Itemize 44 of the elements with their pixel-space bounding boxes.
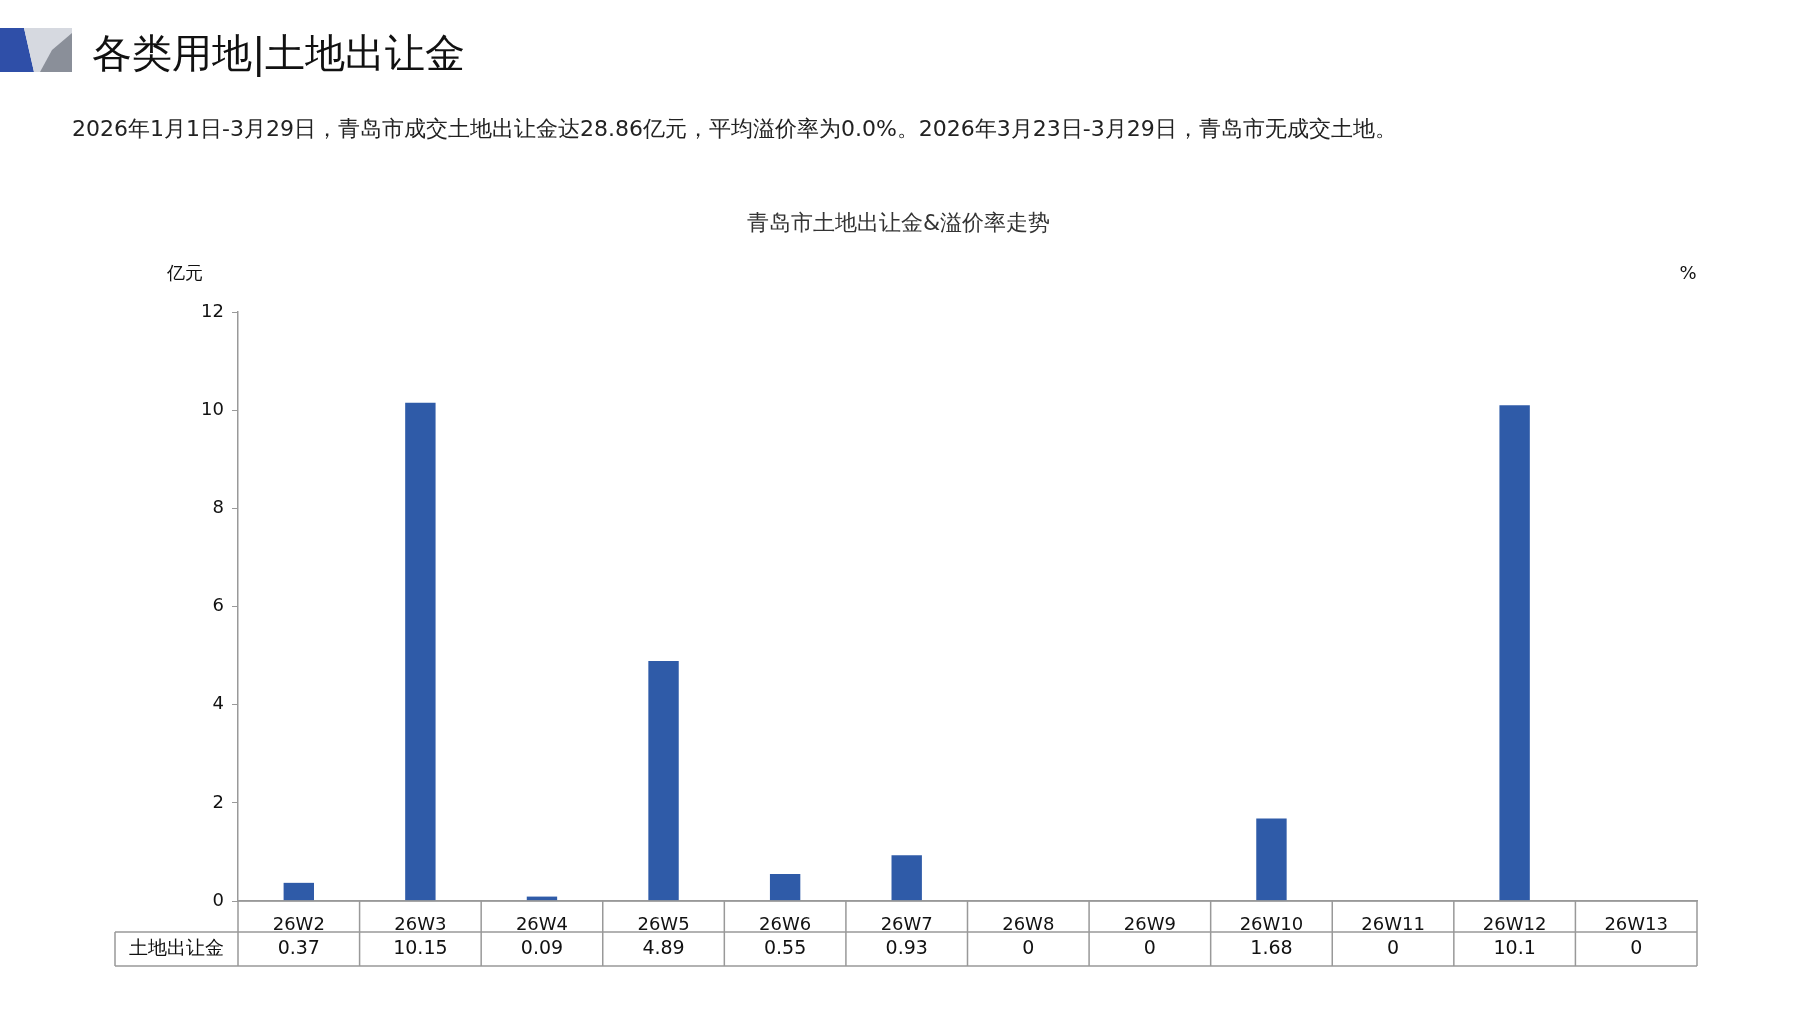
y-tick-label: 4 bbox=[212, 692, 224, 714]
y-tick-label: 6 bbox=[212, 594, 224, 616]
bar bbox=[648, 660, 679, 901]
y-tick-label: 10 bbox=[201, 397, 224, 419]
data-label: 0 bbox=[1022, 935, 1035, 958]
data-label: 0 bbox=[1630, 935, 1643, 958]
y-axis-title: 亿元 bbox=[166, 261, 203, 283]
x-tick-label: 26W13 bbox=[1604, 913, 1669, 935]
y2-axis-title: % bbox=[1679, 261, 1697, 283]
data-label: 0.55 bbox=[763, 935, 807, 958]
data-label: 1.68 bbox=[1250, 935, 1293, 958]
y-tick-label: 8 bbox=[212, 496, 224, 518]
data-label: 10.15 bbox=[393, 935, 448, 958]
y-tick-label: 2 bbox=[212, 790, 224, 812]
text: 土地出让金 bbox=[129, 935, 224, 958]
data-label: 10.1 bbox=[1493, 935, 1536, 958]
chart-subtitle: 青岛市土地出让金&溢价率走势 bbox=[745, 209, 1052, 237]
x-tick-label: 26W5 bbox=[637, 913, 690, 935]
bar bbox=[283, 882, 314, 901]
bar bbox=[891, 855, 922, 901]
data-label: 4.89 bbox=[642, 935, 685, 958]
x-tick-label: 26W10 bbox=[1239, 913, 1304, 935]
text: 2026年1月1日-3月29日，青岛市成交土地出让金达28.86亿元，平均溢价率为0.0%。2026年3月23日-3月29日，青岛市无成交土地。 bbox=[72, 115, 1397, 143]
data-label: 0.09 bbox=[520, 935, 564, 958]
x-tick-label: 26W4 bbox=[515, 913, 569, 935]
y-tick-label: 12 bbox=[201, 299, 224, 321]
data-label: 0 bbox=[1143, 935, 1156, 958]
x-tick-label: 26W11 bbox=[1361, 913, 1425, 935]
x-tick-label: 26W8 bbox=[1002, 913, 1055, 935]
data-label: 0.93 bbox=[885, 935, 928, 958]
x-tick-label: 26W6 bbox=[759, 913, 812, 935]
chart-title: 各类用地|土地出让金 bbox=[92, 29, 466, 79]
x-tick-label: 26W7 bbox=[880, 913, 933, 935]
bar bbox=[769, 874, 801, 901]
y-tick-label: 0 bbox=[212, 888, 224, 910]
x-tick-label: 26W9 bbox=[1123, 913, 1176, 935]
x-tick-label: 26W2 bbox=[272, 913, 325, 935]
bar bbox=[1499, 405, 1530, 901]
data-label: 0 bbox=[1386, 935, 1400, 958]
bar bbox=[405, 402, 436, 901]
x-tick-label: 26W3 bbox=[394, 913, 447, 935]
x-tick-label: 26W12 bbox=[1482, 913, 1547, 935]
bar bbox=[1256, 818, 1287, 901]
data-label: 0.37 bbox=[277, 935, 320, 958]
